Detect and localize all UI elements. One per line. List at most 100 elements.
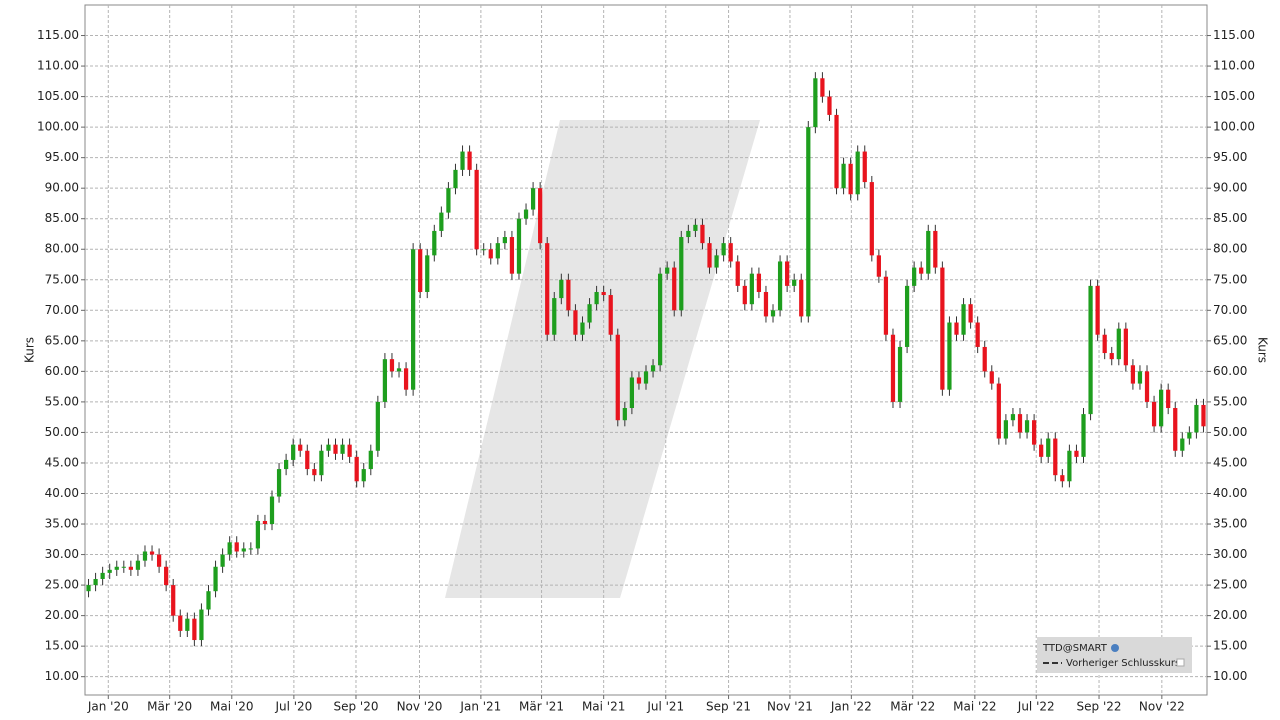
candle-body: [481, 249, 486, 251]
candle-body: [1180, 438, 1185, 451]
candle-body: [1173, 408, 1178, 451]
candle-body: [1116, 328, 1121, 360]
candle-body: [156, 554, 162, 567]
y2-tick-label: 50.00: [1213, 425, 1247, 439]
candle-body: [276, 469, 282, 497]
y2-tick-label: 85.00: [1213, 211, 1247, 225]
candle-body: [142, 551, 148, 561]
candle-body: [714, 255, 719, 268]
candle-body: [545, 243, 550, 335]
candle-body: [890, 334, 896, 402]
candle-body: [86, 585, 91, 592]
candle-body: [1187, 432, 1192, 439]
y-tick-label: 40.00: [45, 486, 79, 500]
y2-tick-label: 105.00: [1213, 89, 1255, 103]
x-tick-label: Jan '22: [830, 700, 872, 714]
candle-body: [375, 401, 380, 451]
y2-tick-label: 15.00: [1213, 639, 1247, 653]
candle-body: [665, 267, 670, 274]
y2-axis-label: Kurs: [1256, 337, 1270, 363]
candle-body: [954, 322, 959, 335]
candle-body: [552, 298, 557, 335]
candle-body: [319, 450, 324, 476]
candle-body: [813, 78, 818, 128]
candle-body: [1081, 414, 1086, 457]
y2-tick-label: 55.00: [1213, 394, 1247, 408]
legend-box: [1037, 637, 1192, 673]
candle-body: [940, 267, 945, 390]
candle-body: [418, 249, 423, 292]
legend-symbol: TTD@SMART: [1042, 643, 1108, 654]
candle-body: [608, 295, 613, 335]
candle-body: [742, 285, 747, 305]
candle-body: [855, 151, 860, 195]
candle-body: [580, 322, 585, 335]
candle-body: [1046, 438, 1051, 457]
candle-body: [1130, 365, 1136, 384]
y2-tick-label: 115.00: [1213, 28, 1255, 42]
x-tick-label: Sep '21: [706, 700, 751, 714]
candle-body: [763, 291, 769, 317]
x-tick-label: Mär '22: [890, 700, 935, 714]
y2-tick-label: 80.00: [1213, 242, 1247, 256]
candle-body: [403, 368, 409, 390]
x-tick-label: Nov '21: [767, 700, 813, 714]
x-tick-label: Sep '20: [333, 700, 378, 714]
candle-body: [1003, 420, 1009, 439]
candle-body: [1024, 420, 1030, 433]
candle-body: [185, 618, 190, 631]
candle-body: [672, 267, 677, 311]
candle-body: [679, 237, 684, 311]
y2-tick-label: 30.00: [1213, 547, 1247, 561]
y2-tick-label: 45.00: [1213, 455, 1247, 469]
candle-body: [114, 566, 119, 570]
candle-body: [164, 566, 169, 586]
legend-checkbox[interactable]: [1176, 658, 1185, 667]
y2-tick-label: 70.00: [1213, 303, 1247, 317]
candle-body: [643, 371, 649, 384]
legend-previous-close: Vorheriger Schlusskurs: [1066, 658, 1180, 669]
y-tick-label: 75.00: [45, 272, 79, 286]
x-tick-label: Nov '22: [1139, 700, 1185, 714]
x-tick-label: Jul '20: [274, 700, 312, 714]
y2-tick-label: 100.00: [1213, 120, 1255, 134]
candle-body: [975, 322, 980, 347]
candle-body: [1151, 401, 1157, 427]
legend: TTD@SMART Vorheriger Schlusskurs: [1037, 637, 1192, 673]
candle-body: [785, 261, 790, 286]
candle-body: [234, 542, 239, 552]
candle-body: [326, 444, 331, 451]
y-tick-label: 70.00: [45, 303, 79, 317]
candle-body: [912, 267, 917, 286]
candle-body: [509, 237, 515, 274]
candle-body: [1088, 285, 1093, 415]
candle-body: [756, 273, 762, 292]
candle-body: [206, 591, 211, 610]
y-tick-label: 65.00: [45, 333, 79, 347]
candle-body: [1102, 334, 1107, 354]
y-tick-label: 85.00: [45, 211, 79, 225]
candle-body: [495, 243, 500, 259]
candle-body: [1067, 450, 1072, 482]
y-tick-label: 15.00: [45, 639, 79, 653]
candle-body: [1194, 404, 1199, 433]
candle-body: [467, 151, 472, 170]
candle-body: [411, 249, 416, 390]
candle-body: [502, 237, 507, 244]
y-tick-label: 115.00: [37, 28, 79, 42]
candle-body: [283, 459, 289, 470]
x-tick-label: Jul '21: [646, 700, 684, 714]
candle-body: [629, 377, 635, 409]
candle-body: [516, 218, 522, 274]
candle-body: [382, 359, 388, 402]
candle-body: [1159, 389, 1164, 427]
candle-body: [523, 209, 529, 219]
y2-tick-label: 110.00: [1213, 59, 1255, 73]
candle-body: [749, 273, 754, 305]
candle-body: [770, 310, 776, 317]
candle-body: [135, 560, 141, 570]
candle-body: [657, 273, 663, 366]
candle-body: [594, 291, 599, 305]
